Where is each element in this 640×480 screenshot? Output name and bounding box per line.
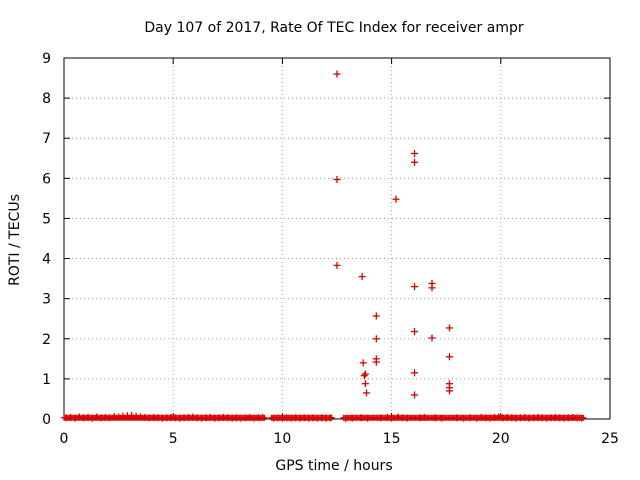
data-point bbox=[403, 414, 411, 422]
data-point bbox=[333, 261, 341, 269]
data-point bbox=[411, 149, 419, 157]
data-point bbox=[411, 391, 419, 399]
data-point bbox=[411, 328, 419, 336]
data-point bbox=[473, 414, 481, 422]
data-point bbox=[394, 413, 402, 421]
plot-frame bbox=[63, 57, 611, 420]
data-point bbox=[362, 389, 370, 397]
y-tick-label: 9 bbox=[42, 51, 51, 67]
data-point bbox=[132, 412, 140, 420]
x-tick-label: 15 bbox=[383, 431, 401, 447]
grid-lines bbox=[64, 58, 610, 419]
data-point bbox=[128, 411, 136, 419]
x-tick-label: 20 bbox=[492, 431, 510, 447]
data-point bbox=[326, 414, 334, 422]
data-point bbox=[333, 70, 341, 78]
data-point bbox=[246, 413, 254, 421]
data-point bbox=[358, 273, 366, 281]
data-point bbox=[361, 380, 369, 388]
y-tick-label: 3 bbox=[42, 292, 51, 308]
data-point bbox=[342, 415, 350, 423]
data-point bbox=[348, 414, 356, 422]
data-point bbox=[411, 158, 419, 166]
data-point bbox=[445, 324, 453, 332]
data-point bbox=[521, 413, 529, 421]
data-point bbox=[428, 284, 436, 292]
data-point bbox=[438, 414, 446, 422]
y-tick-label: 4 bbox=[42, 252, 51, 268]
data-point bbox=[360, 372, 368, 380]
data-point bbox=[364, 414, 372, 422]
data-point bbox=[361, 370, 369, 378]
data-point bbox=[466, 414, 474, 422]
y-tick-label: 5 bbox=[42, 211, 51, 227]
data-point bbox=[359, 359, 367, 367]
data-point bbox=[411, 283, 419, 291]
data-point bbox=[84, 413, 92, 421]
data-point bbox=[372, 358, 380, 366]
data-point bbox=[206, 413, 214, 421]
y-tick-label: 1 bbox=[42, 372, 51, 388]
y-axis-label: ROTI / TECUs bbox=[7, 194, 23, 286]
x-tick-label: 5 bbox=[169, 431, 178, 447]
data-point bbox=[411, 369, 419, 377]
data-point bbox=[115, 413, 123, 421]
data-point bbox=[460, 414, 468, 422]
y-tick-label: 8 bbox=[42, 91, 51, 107]
data-point bbox=[333, 176, 341, 184]
y-tick-label: 7 bbox=[42, 131, 51, 147]
data-point bbox=[420, 413, 428, 421]
y-tick-label: 2 bbox=[42, 332, 51, 348]
data-point bbox=[357, 414, 365, 422]
y-tick-label: 0 bbox=[42, 412, 51, 428]
data-point bbox=[486, 414, 494, 422]
x-tick-label: 25 bbox=[601, 431, 619, 447]
data-point bbox=[392, 195, 400, 203]
data-point bbox=[259, 413, 267, 421]
data-point bbox=[388, 414, 396, 422]
data-point bbox=[495, 413, 503, 421]
data-point bbox=[453, 414, 461, 422]
data-point bbox=[445, 353, 453, 361]
data-point bbox=[189, 413, 197, 421]
axis-ticks bbox=[63, 57, 611, 420]
data-point bbox=[67, 413, 75, 421]
data-point bbox=[75, 413, 83, 421]
data-point bbox=[106, 414, 114, 422]
data-point bbox=[372, 312, 380, 320]
data-points bbox=[61, 70, 587, 423]
data-point bbox=[377, 414, 385, 422]
chart-title: Day 107 of 2017, Rate Of TEC Index for r… bbox=[144, 20, 523, 36]
tick-labels: 0 5 10 15 20 25 0 1 2 3 4 5 6 7 8 9 bbox=[42, 51, 619, 447]
y-tick-label: 6 bbox=[42, 171, 51, 187]
x-tick-label: 10 bbox=[273, 431, 291, 447]
data-point bbox=[71, 414, 79, 422]
data-point bbox=[445, 387, 453, 395]
data-point bbox=[93, 413, 101, 421]
data-point bbox=[372, 335, 380, 343]
x-tick-label: 0 bbox=[60, 431, 69, 447]
data-point bbox=[88, 414, 96, 422]
data-point bbox=[428, 334, 436, 342]
x-axis-label: GPS time / hours bbox=[275, 458, 392, 474]
data-point bbox=[578, 414, 586, 422]
data-point bbox=[383, 413, 391, 421]
data-point bbox=[431, 414, 439, 422]
